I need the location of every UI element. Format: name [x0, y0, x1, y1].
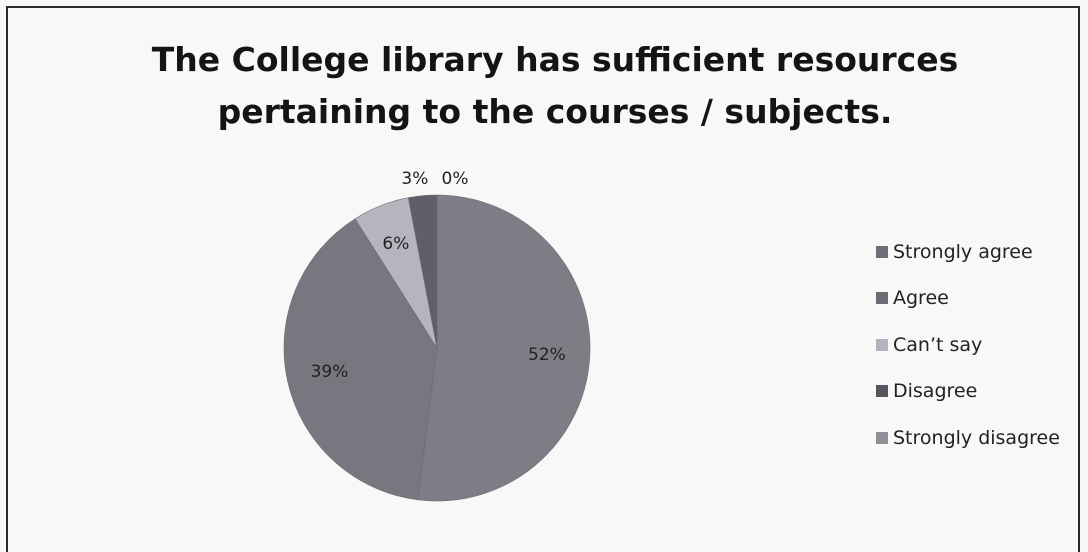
legend-swatch [876, 385, 888, 397]
legend-item-cant-say: Can’t say [876, 333, 1060, 356]
legend-item-disagree: Disagree [876, 380, 1060, 403]
pie-slice-strongly-agree [417, 194, 591, 502]
pie-data-label-agree: 39% [311, 362, 349, 382]
pie-slice-disagree [407, 194, 438, 349]
legend-swatch [876, 245, 888, 258]
pie-data-label-can-t-say: 6% [382, 234, 409, 254]
pie-data-label-disagree: 3% [401, 169, 428, 189]
chart-legend: Strongly agree Agree Can’t say Disagree … [876, 240, 1060, 473]
legend-item-strongly-agree: Strongly agree [876, 240, 1060, 263]
legend-label: Strongly disagree [893, 426, 1060, 449]
pie-data-label-strongly-disagree: 0% [442, 169, 469, 189]
legend-swatch [876, 431, 888, 444]
legend-label: Disagree [893, 380, 978, 402]
pie-slices [283, 194, 591, 502]
legend-swatch [876, 338, 888, 351]
pie-data-label-strongly-agree: 52% [528, 345, 566, 365]
legend-swatch [876, 292, 888, 304]
legend-item-strongly-disagree: Strongly disagree [876, 426, 1060, 449]
chart-title-line-1: The College library has sufficient resou… [151, 40, 959, 79]
chart-title: The College library has sufficient resou… [0, 34, 1088, 138]
chart-title-line-2: pertaining to the courses / subjects. [217, 92, 893, 131]
pie-labels: 52% 39% 6% 3% 0% [311, 169, 566, 382]
legend-label: Can’t say [893, 333, 983, 356]
legend-item-agree: Agree [876, 287, 1060, 310]
pie-slice-agree [283, 218, 438, 501]
legend-label: Strongly agree [893, 240, 1033, 263]
legend-label: Agree [893, 287, 949, 309]
